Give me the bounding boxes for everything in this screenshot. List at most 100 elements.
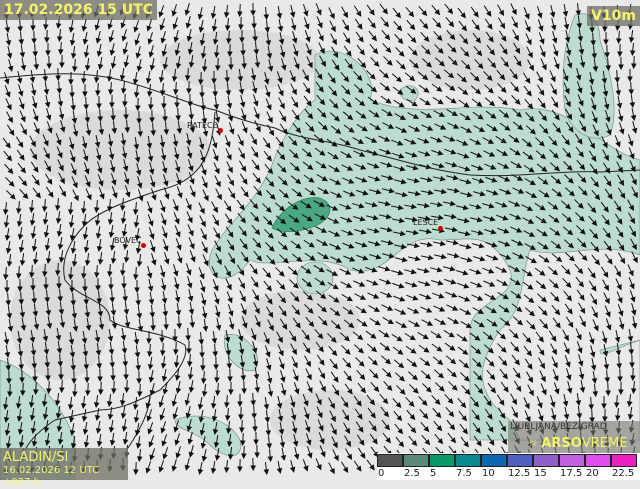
wind-arrow — [214, 228, 220, 238]
wind-arrow — [564, 291, 572, 300]
sun-icon: ☼ — [528, 437, 541, 450]
wind-arrow — [252, 16, 256, 28]
wind-arrow — [449, 381, 457, 390]
wind-arrow — [551, 344, 557, 355]
wind-arrow — [254, 432, 258, 444]
wind-arrow — [151, 188, 155, 199]
wind-arrow — [629, 277, 634, 288]
wind-arrow — [135, 345, 139, 357]
wind-arrow — [552, 254, 561, 262]
wind-arrow — [163, 304, 167, 316]
wind-arrow — [213, 344, 217, 356]
wind-arrow — [279, 98, 284, 109]
wind-arrow — [551, 395, 555, 406]
wind-arrow — [200, 280, 205, 291]
wind-arrow — [149, 45, 153, 57]
wind-arrow — [368, 18, 375, 28]
wind-arrow — [615, 135, 620, 146]
wind-arrow — [564, 4, 568, 16]
wind-arrow — [225, 395, 229, 407]
wind-arrow — [32, 31, 36, 43]
wind-arrow — [242, 381, 246, 393]
wind-arrow — [34, 252, 38, 264]
wind-arrow — [578, 303, 584, 313]
wind-arrow — [150, 305, 154, 317]
wind-arrow — [358, 383, 365, 392]
wind-arrow — [227, 162, 233, 173]
wind-arrow — [445, 292, 456, 297]
wind-arrow — [384, 381, 392, 390]
wind-arrow — [616, 83, 620, 95]
wind-arrow — [7, 125, 13, 135]
wind-arrow — [448, 318, 458, 324]
wind-arrow — [526, 372, 532, 382]
wind-arrow — [121, 263, 125, 275]
wind-arrow — [318, 368, 324, 378]
wind-arrow — [523, 333, 531, 342]
wind-arrow — [355, 19, 362, 29]
wind-arrow — [469, 269, 480, 274]
wind-arrow — [199, 20, 203, 32]
legend-label: 10 — [482, 468, 495, 479]
wind-arrow — [605, 305, 610, 316]
wind-arrow — [240, 291, 245, 302]
wind-arrow — [71, 98, 75, 110]
wind-arrow — [160, 70, 164, 82]
wind-arrow — [391, 271, 403, 275]
wind-arrow — [238, 459, 242, 471]
wind-arrow — [305, 30, 310, 41]
wind-arrow — [159, 395, 163, 407]
wind-arrow — [189, 289, 193, 301]
legend-swatch — [429, 454, 455, 467]
wind-arrow — [447, 254, 459, 258]
wind-arrow — [96, 31, 100, 43]
wind-arrow — [525, 410, 530, 421]
wind-arrow — [462, 385, 470, 394]
parameter-label: V10m — [587, 6, 640, 26]
wind-arrow — [47, 251, 51, 263]
wind-arrow — [147, 19, 151, 30]
wind-arrow — [199, 397, 203, 409]
wind-arrow — [632, 303, 636, 315]
wind-arrow — [31, 213, 35, 225]
wind-arrow — [616, 408, 620, 420]
wind-arrow — [320, 381, 326, 392]
wind-arrow — [393, 398, 401, 407]
wind-arrow — [31, 70, 35, 82]
wind-arrow — [487, 370, 495, 379]
wind-arrow — [330, 359, 337, 369]
wind-arrow — [5, 164, 13, 173]
wind-arrow — [267, 436, 271, 448]
wind-arrow — [445, 4, 453, 13]
wind-arrow — [498, 343, 506, 352]
wind-arrow — [95, 395, 99, 407]
wind-arrow — [17, 266, 21, 278]
legend-label: 15 — [534, 468, 547, 479]
wind-arrow — [56, 393, 60, 405]
wind-arrow — [632, 381, 636, 393]
wind-arrow — [568, 381, 572, 393]
wind-arrow — [58, 94, 62, 106]
wind-arrow — [186, 198, 191, 209]
wind-arrow — [7, 112, 13, 123]
wind-arrow — [136, 358, 140, 370]
wind-arrow — [164, 252, 168, 263]
legend-label: 0 — [378, 468, 384, 479]
wind-arrow — [175, 95, 179, 107]
wind-arrow — [485, 294, 496, 300]
wind-arrow — [329, 463, 334, 474]
wind-arrow — [238, 4, 242, 16]
wind-arrow — [380, 343, 389, 350]
wind-arrow — [19, 32, 23, 44]
wind-arrow — [5, 345, 9, 357]
wind-arrow — [176, 238, 181, 249]
wind-arrow — [498, 18, 504, 28]
wind-arrow — [563, 330, 569, 341]
wind-arrow — [354, 6, 360, 16]
wind-arrow — [160, 200, 165, 211]
wind-arrow — [134, 462, 138, 474]
wind-arrow — [201, 229, 206, 240]
wind-arrow — [420, 358, 429, 365]
wind-arrow — [121, 393, 125, 405]
wind-arrow — [419, 396, 427, 405]
